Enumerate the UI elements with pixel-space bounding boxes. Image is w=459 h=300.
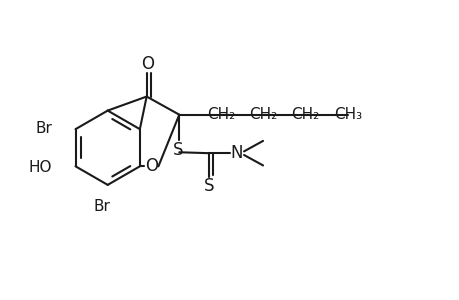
Text: CH₂: CH₂ [207,107,235,122]
Text: O: O [141,55,154,73]
Text: Br: Br [94,199,111,214]
Text: N: N [230,144,242,162]
Text: S: S [204,177,214,195]
Text: HO: HO [28,160,52,175]
Text: O: O [145,157,157,175]
Text: CH₂: CH₂ [291,107,319,122]
Text: CH₃: CH₃ [333,107,361,122]
Text: Br: Br [35,121,52,136]
Text: CH₂: CH₂ [249,107,277,122]
Text: S: S [173,140,183,158]
